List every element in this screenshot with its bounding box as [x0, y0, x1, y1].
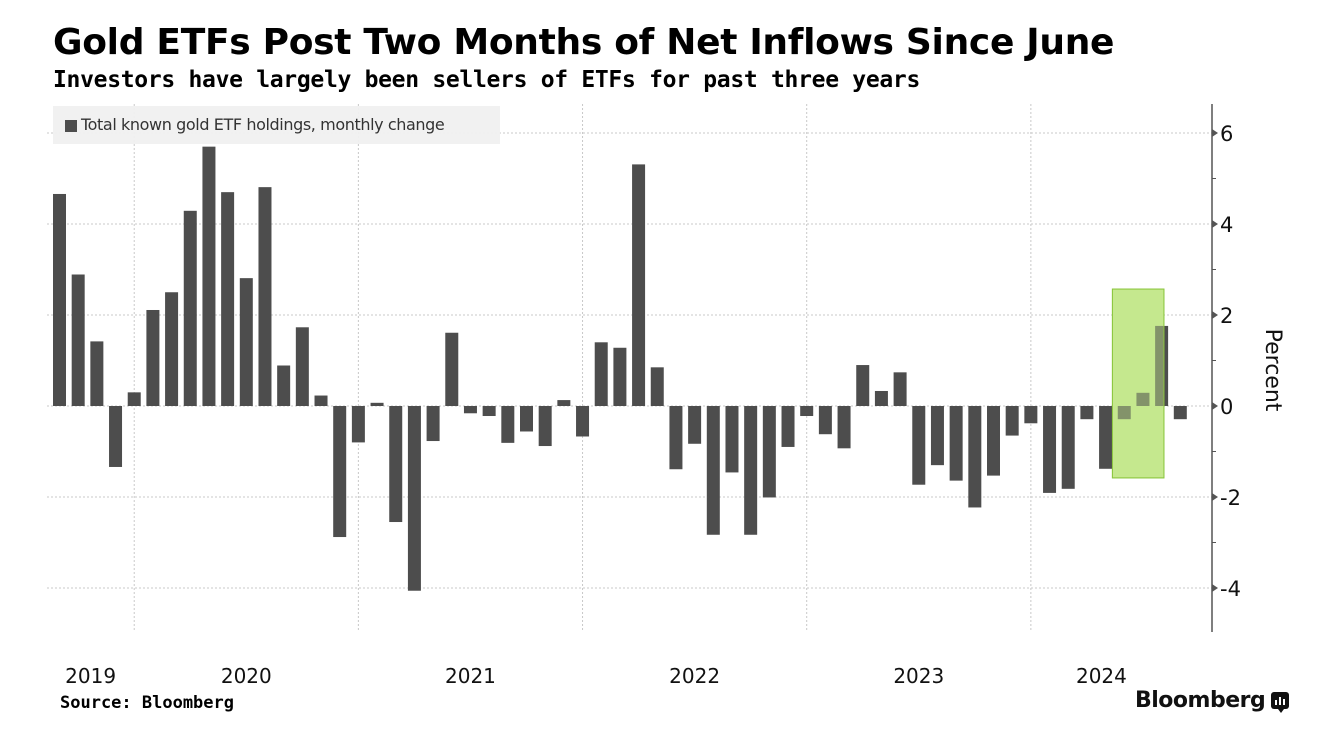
bar	[669, 406, 683, 470]
brand-logo: Bloomberg	[1135, 688, 1266, 713]
y-axis-title: Percent	[1260, 329, 1285, 412]
bar	[370, 402, 384, 406]
legend-label: Total known gold ETF holdings, monthly c…	[81, 115, 445, 134]
bar	[1155, 325, 1169, 406]
bar	[706, 406, 720, 535]
bar	[744, 406, 758, 535]
bar	[818, 406, 832, 435]
y-tick-label: 2	[1220, 304, 1233, 328]
bar	[632, 164, 646, 406]
bar	[613, 347, 627, 406]
bar	[221, 192, 235, 406]
bar	[90, 341, 104, 406]
x-tick-label: 2021	[445, 664, 496, 688]
bar	[1117, 406, 1131, 420]
bar	[688, 406, 702, 444]
highlight-overlay	[1111, 288, 1165, 479]
bloomberg-terminal-icon	[1271, 692, 1289, 713]
bar	[295, 327, 309, 406]
bar	[1024, 406, 1038, 424]
y-axis: 6 4 2 0 -2 -4	[1211, 104, 1241, 632]
bar	[463, 406, 477, 414]
y-tick-mark	[1212, 311, 1218, 319]
bar	[407, 406, 421, 591]
x-tick-label: 2022	[669, 664, 720, 688]
y-tick-label: 4	[1220, 213, 1233, 237]
bar	[650, 367, 664, 406]
bar	[762, 406, 776, 498]
y-tick-label: 6	[1220, 122, 1233, 146]
bar	[893, 372, 907, 406]
bar	[987, 406, 1000, 476]
bar	[71, 274, 85, 406]
bar	[127, 392, 141, 406]
y-tick-label: -2	[1220, 486, 1241, 510]
bar	[576, 406, 590, 437]
y-tick-mark	[1212, 584, 1218, 592]
bar	[557, 400, 571, 406]
bar	[1080, 406, 1094, 420]
y-tick-mark	[1212, 402, 1218, 410]
bar	[538, 406, 552, 447]
bar	[781, 406, 795, 447]
bar	[389, 406, 403, 523]
bar	[426, 406, 440, 442]
x-tick-label: 2023	[893, 664, 944, 688]
source-note: Source: Bloomberg	[60, 693, 234, 713]
vertical-gridlines	[133, 104, 1032, 632]
bar	[239, 278, 253, 406]
bar	[183, 210, 197, 406]
bar	[501, 406, 515, 443]
bar	[277, 365, 291, 406]
bar	[165, 292, 179, 406]
bar	[800, 406, 814, 417]
x-tick-label: 2024	[1076, 664, 1127, 688]
bar	[912, 406, 926, 485]
bar	[314, 395, 328, 406]
x-tick-label: 2020	[221, 664, 272, 688]
bar	[53, 193, 66, 406]
bar	[1043, 406, 1057, 493]
bar	[482, 406, 496, 417]
y-tick-mark	[1212, 129, 1218, 137]
bar	[874, 390, 888, 406]
bar	[258, 187, 272, 406]
bar	[351, 406, 365, 443]
bar	[930, 406, 944, 466]
y-tick-label: 0	[1220, 395, 1233, 419]
bar	[520, 406, 533, 432]
bar	[202, 146, 216, 406]
bar	[109, 406, 123, 467]
bars	[53, 146, 1187, 591]
chart-subtitle: Investors have largely been sellers of E…	[53, 67, 921, 93]
bar	[1005, 406, 1019, 436]
bar	[1173, 406, 1187, 420]
bar	[594, 342, 608, 406]
bar	[445, 332, 459, 406]
chart-title: Gold ETFs Post Two Months of Net Inflows…	[53, 22, 1115, 63]
legend-swatch-icon	[65, 120, 77, 132]
bar	[725, 406, 739, 473]
bar	[968, 406, 982, 508]
bar	[949, 406, 963, 481]
bar	[1136, 392, 1150, 406]
legend: Total known gold ETF holdings, monthly c…	[53, 106, 500, 144]
bar	[146, 309, 160, 406]
bar	[837, 406, 851, 449]
bar	[1061, 406, 1075, 489]
bar	[333, 406, 347, 538]
x-tick-label: 2019	[65, 664, 116, 688]
bar	[1099, 406, 1113, 469]
y-tick-mark	[1212, 220, 1218, 228]
y-tick-mark	[1212, 493, 1218, 501]
y-tick-label: -4	[1220, 577, 1241, 601]
x-axis-labels: 2019 2020 2021 2022 2023 2024	[65, 664, 1127, 688]
bar	[856, 365, 870, 406]
